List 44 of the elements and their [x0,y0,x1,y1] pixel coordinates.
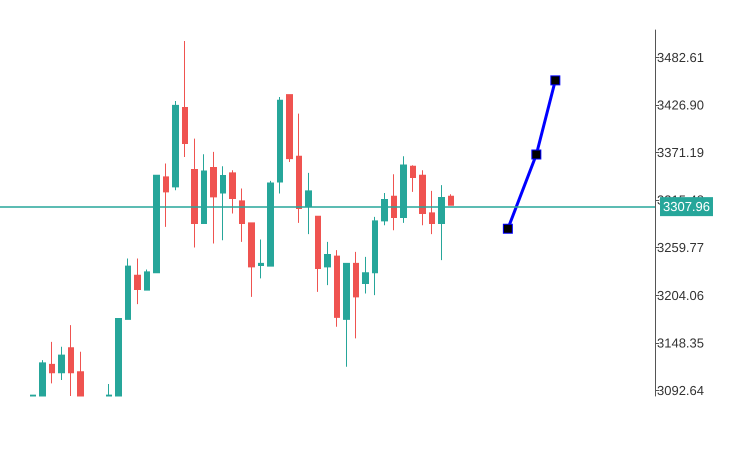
candlestick [239,188,245,242]
y-tick-label: 3482.61 [657,50,704,66]
candlestick [296,113,302,224]
candlestick [343,262,350,368]
candlestick [324,241,331,286]
candlestick [334,250,340,328]
candlestick [286,94,293,162]
candlestick [182,40,188,158]
y-tick-label: 3204.06 [657,288,704,303]
candlestick [372,216,378,296]
candlestick [115,318,122,396]
y-tick-label: 3148.35 [657,335,704,350]
candlestick [49,341,55,384]
point [550,75,560,86]
candlestick [248,222,255,298]
candlestick [410,164,416,192]
candlestick [277,96,283,194]
candlestick [448,194,454,206]
candlestick [172,100,179,191]
candlestick [429,190,435,235]
candlestick [191,138,198,248]
y-tick-label: 3371.19 [657,145,704,160]
candlestick [210,151,217,244]
candlestick [106,384,112,396]
candlestick [362,256,369,294]
candlestick [391,174,397,231]
candlestick [163,163,169,228]
candlestick [144,268,150,291]
candlestick [315,216,321,292]
candlestick [39,360,46,396]
candlestick [77,351,84,396]
candlestick [419,170,426,226]
y-tick-label: 3259.77 [657,240,704,256]
candlestick [58,346,65,381]
y-tick-label: 3426.90 [657,98,704,113]
point [531,150,542,160]
candlestick [134,258,141,305]
point [502,224,513,234]
candlestick [68,324,74,396]
candlestick [229,170,236,214]
candlestick [353,251,359,339]
candlestick [258,238,264,279]
candlestick [125,258,131,320]
y-tick-label: 3092.64 [657,382,704,398]
